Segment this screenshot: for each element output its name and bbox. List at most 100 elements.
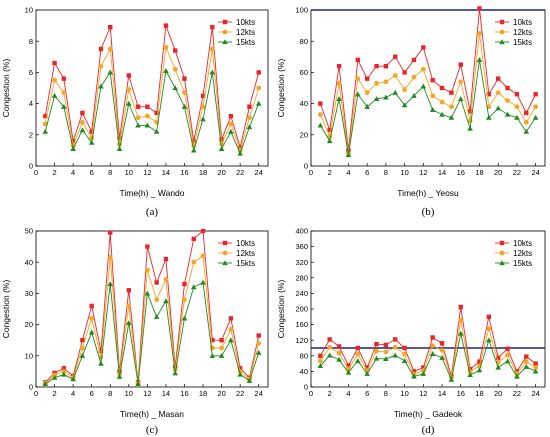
data-point-15kts [61, 103, 67, 109]
y-tick-label: 40 [300, 99, 308, 108]
data-point-10kts [182, 281, 187, 287]
data-point-10kts [430, 78, 435, 83]
chart-panel-2: 0 2 4 6 8 10 12 14 16 18 20 22 24020406080100Time(h)… [276, 6, 546, 218]
data-point-12kts [107, 255, 113, 260]
data-point-15kts [420, 370, 427, 376]
y-tick-label: 60 [300, 68, 308, 77]
data-point-12kts [209, 345, 215, 351]
x-tick-label: 18 [199, 168, 207, 177]
series-10kts [43, 23, 261, 150]
y-tick-label: 0 [304, 383, 308, 392]
x-tick-label: 4 [71, 389, 75, 398]
x-tick-label: 20 [494, 168, 502, 177]
data-point-12kts [383, 79, 389, 85]
data-point-15kts [116, 373, 123, 379]
data-point-10kts [228, 316, 234, 321]
data-point-12kts [533, 104, 539, 110]
data-point-15kts [255, 349, 262, 355]
data-point-10kts [439, 341, 445, 346]
data-point-15kts [107, 69, 114, 75]
data-point-15kts [411, 373, 417, 379]
data-point-15kts [345, 369, 352, 375]
y-tick-label: 40 [25, 258, 33, 267]
data-point-15kts [345, 152, 352, 158]
data-point-15kts [237, 371, 243, 377]
data-point-10kts [247, 104, 252, 109]
data-point-12kts [327, 344, 333, 350]
legend-marker-10kts [499, 19, 505, 25]
data-point-10kts [219, 137, 224, 142]
panel-label: (d) [422, 424, 435, 436]
data-point-10kts [98, 46, 104, 52]
series-12kts [42, 45, 262, 153]
series-15kts [42, 279, 262, 386]
x-tick-label: 2 [328, 168, 332, 177]
data-point-15kts [172, 370, 178, 376]
data-point-15kts [237, 150, 243, 156]
data-point-15kts [51, 93, 58, 98]
data-point-15kts [61, 371, 67, 377]
data-point-15kts [336, 96, 342, 102]
data-point-10kts [70, 138, 76, 144]
x-tick-label: 18 [199, 389, 207, 398]
data-point-15kts [42, 381, 49, 386]
data-point-12kts [61, 90, 67, 96]
y-tick-label: 40 [300, 367, 308, 376]
data-point-12kts [247, 115, 252, 121]
legend-label-15kts: 15kts [236, 259, 255, 268]
data-point-12kts [449, 104, 454, 110]
data-point-15kts [355, 91, 361, 97]
legend-label-10kts: 10kts [236, 18, 255, 27]
legend-marker-12kts [499, 250, 505, 256]
x-tick-label: 0 [34, 168, 38, 177]
data-point-12kts [383, 349, 389, 355]
x-tick-label: 14 [162, 168, 170, 177]
data-point-10kts [327, 127, 332, 133]
x-tick-label: 0 [309, 168, 313, 177]
legend-label-12kts: 12kts [236, 249, 255, 258]
data-point-10kts [533, 361, 538, 366]
data-point-15kts [126, 100, 132, 106]
y-axis-label: Congestion (%) [1, 59, 11, 118]
chart-panel-3: 0 2 4 6 8 10 12 14 16 18 20 22 2401020304050Time(h) … [1, 227, 269, 436]
x-tick-label: 20 [494, 389, 502, 398]
data-point-15kts [98, 83, 104, 89]
series-10kts [318, 6, 538, 153]
x-axis-label: Time(h) _ Yeosu [397, 188, 459, 198]
data-point-12kts [144, 113, 150, 119]
data-point-12kts [209, 46, 215, 52]
data-point-15kts [355, 358, 361, 363]
data-point-10kts [154, 280, 159, 285]
data-point-12kts [317, 112, 323, 117]
y-tick-label: 120 [295, 336, 308, 345]
data-point-15kts [218, 353, 225, 358]
data-point-15kts [79, 127, 86, 133]
x-axis-label: Time(h) _ Gadeok [394, 409, 463, 419]
data-point-15kts [411, 93, 417, 98]
data-point-10kts [237, 366, 243, 371]
data-point-15kts [317, 363, 324, 369]
data-point-15kts [190, 284, 197, 290]
data-point-10kts [411, 369, 417, 374]
data-point-12kts [182, 90, 187, 96]
data-point-15kts [144, 290, 151, 296]
data-point-10kts [364, 76, 370, 81]
data-point-15kts [439, 111, 445, 117]
data-point-15kts [476, 367, 483, 373]
panel-label: (b) [422, 206, 435, 218]
data-point-10kts [383, 342, 389, 348]
x-tick-label: 14 [438, 168, 446, 177]
data-point-15kts [495, 105, 501, 111]
data-point-12kts [374, 80, 379, 86]
y-tick-label: 30 [25, 289, 33, 298]
data-point-10kts [256, 70, 261, 75]
x-tick-label: 12 [143, 389, 151, 398]
legend-marker-10kts [222, 19, 228, 25]
data-point-10kts [430, 335, 435, 340]
data-point-10kts [467, 109, 473, 114]
data-point-10kts [89, 129, 94, 134]
data-point-10kts [402, 70, 407, 75]
legend-marker-12kts [222, 250, 228, 256]
